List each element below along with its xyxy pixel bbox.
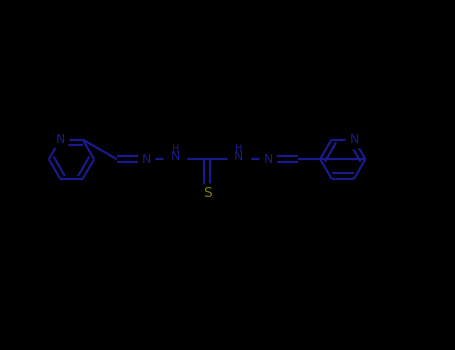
Text: N: N <box>349 133 359 146</box>
Text: N: N <box>263 153 273 166</box>
Text: H: H <box>235 144 243 154</box>
Text: N: N <box>142 153 151 166</box>
Text: H: H <box>172 144 179 154</box>
Text: S: S <box>203 186 212 200</box>
Text: N: N <box>171 150 180 163</box>
Text: N: N <box>56 133 65 146</box>
Text: N: N <box>234 150 243 163</box>
